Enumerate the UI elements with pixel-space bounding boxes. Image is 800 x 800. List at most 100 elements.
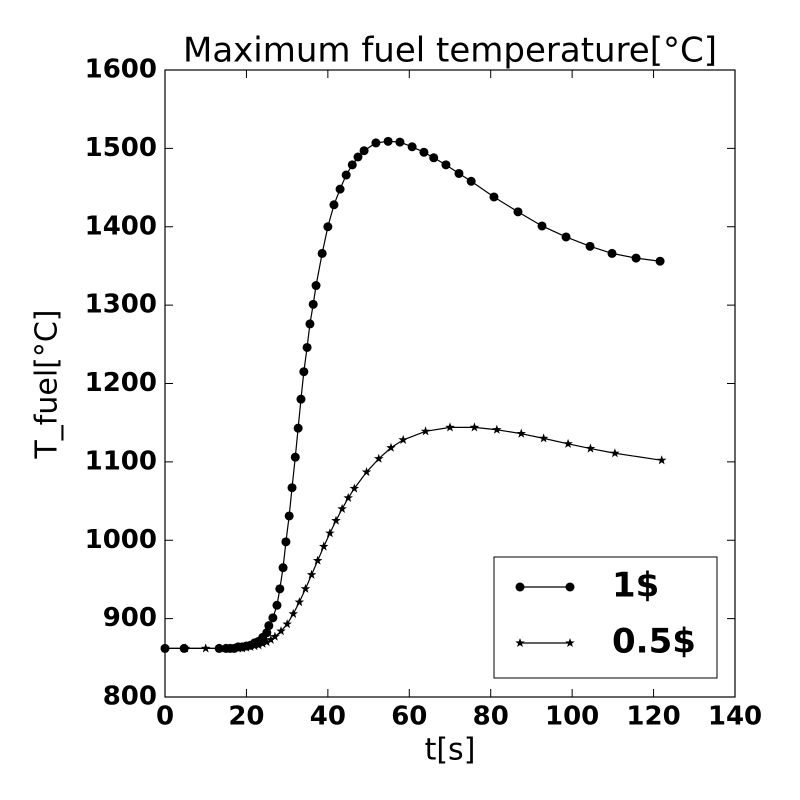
y-tick-label: 1400 [85,211,157,241]
circle-marker [329,200,339,210]
x-tick-label: 140 [708,702,762,732]
series [160,136,665,653]
circle-marker [302,342,312,352]
y-tick-label: 1300 [85,290,157,320]
circle-marker [515,582,525,592]
circle-marker [585,241,595,251]
circle-marker [275,584,285,594]
star-marker [294,597,305,607]
star-marker [257,638,268,648]
y-tick-label: 1500 [85,133,157,163]
star-marker [420,426,431,436]
circle-marker [655,256,665,266]
circle-marker [383,136,393,146]
star-marker [343,492,353,502]
series [160,422,667,653]
star-marker [563,438,573,448]
circle-marker [308,299,318,309]
star-marker [610,448,620,458]
star-marker [337,503,347,513]
star-marker [266,634,276,644]
x-axis-label: t[s] [425,733,476,768]
circle-marker [353,152,363,162]
star-marker [288,608,299,618]
circle-marker [537,221,547,231]
circle-marker [305,319,315,329]
circle-marker [429,153,439,163]
star-marker [262,637,272,647]
x-tick-label: 40 [310,702,346,732]
circle-marker [281,537,291,547]
star-marker [200,643,211,653]
circle-marker [371,138,381,148]
circle-marker [395,137,405,147]
star-marker [229,643,239,653]
y-tick-label: 1000 [85,525,157,555]
star-marker [373,453,384,463]
circle-marker [323,222,333,232]
star-marker [516,428,527,438]
star-marker [241,642,252,652]
star-marker [319,541,329,551]
circle-marker [272,600,282,610]
legend-label: 0.5$ [612,622,696,662]
circle-marker [262,628,272,638]
circle-marker [631,253,641,263]
circle-marker [268,613,278,623]
circle-marker [466,176,476,186]
star-marker [312,555,323,565]
star-marker [225,643,235,653]
circle-marker [561,232,571,242]
star-marker [565,638,575,648]
star-marker [221,643,231,653]
circle-marker [317,248,327,258]
circle-marker [359,146,369,156]
x-tick-label: 80 [473,702,509,732]
circle-marker [513,207,523,217]
star-marker [180,643,191,653]
y-tick-label: 1100 [85,446,157,476]
star-marker [331,515,341,525]
y-tick-label: 800 [103,682,157,712]
star-marker [270,631,280,641]
legend-box [493,556,718,679]
circle-marker [290,452,300,462]
star-marker [361,467,372,477]
y-tick-label: 1600 [85,55,157,85]
circle-marker [407,142,417,152]
y-tick-label: 1200 [85,368,157,398]
circle-marker [607,248,617,258]
star-marker [237,643,248,653]
y-tick-label: 900 [103,603,157,633]
y-axis-label: T_fuel[°C] [30,309,65,459]
circle-marker [341,170,351,180]
star-marker [249,641,260,651]
star-marker [306,569,317,579]
circle-marker [299,367,309,377]
circle-marker [565,582,575,592]
circle-marker [264,621,274,631]
plot-frame [164,69,736,698]
star-marker [386,442,396,452]
circle-marker [441,160,451,170]
star-marker [276,626,286,636]
star-marker [585,443,596,453]
star-marker [253,640,264,650]
legend-label: 1$ [612,566,659,606]
circle-marker [278,563,288,573]
x-tick-label: 60 [391,702,427,732]
circle-marker [347,160,357,170]
x-tick-label: 20 [228,702,264,732]
x-tick-label: 100 [545,702,599,732]
circle-marker [454,168,464,178]
star-marker [300,583,311,593]
star-marker [469,422,480,432]
star-marker [325,528,335,538]
circle-marker [293,423,303,433]
circle-marker [335,184,345,194]
star-marker [349,483,360,493]
circle-marker [419,147,429,157]
star-marker [492,424,502,434]
star-marker [445,422,455,432]
